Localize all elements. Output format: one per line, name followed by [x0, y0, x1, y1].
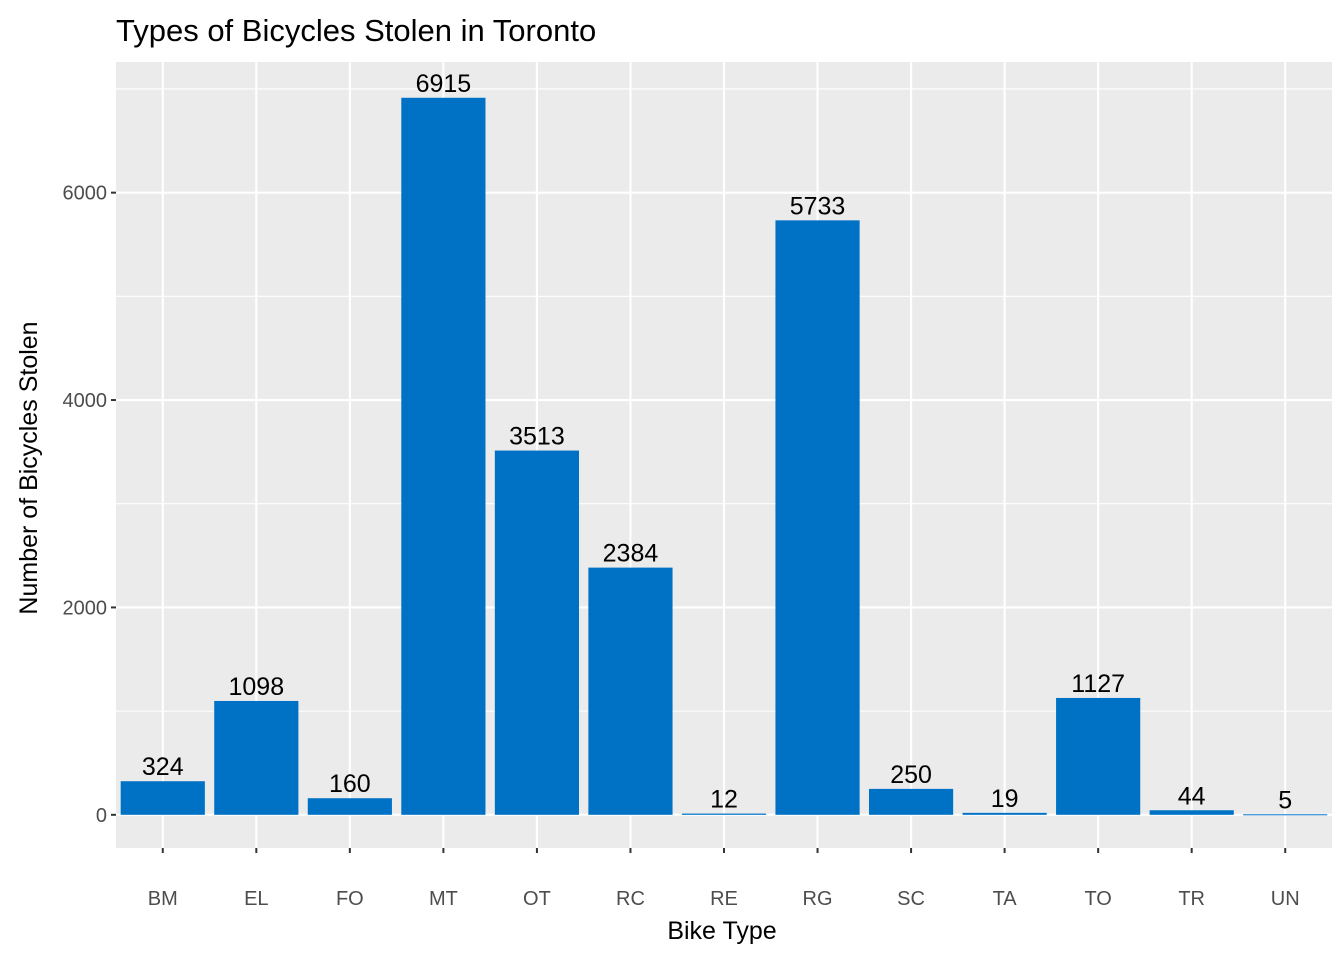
x-tick-label-sc: SC	[897, 888, 925, 910]
y-axis-title: Number of Bicycles Stolen	[15, 321, 43, 614]
x-axis: BM EL FO MT OT RC RE RG SC TA TO TR UN	[148, 848, 1300, 910]
x-tick-label-re: RE	[710, 888, 738, 910]
x-tick-label-un: UN	[1271, 888, 1300, 910]
data-label-rg: 5733	[790, 192, 846, 220]
data-label-to: 1127	[1071, 670, 1125, 698]
x-axis-title: Bike Type	[667, 917, 776, 945]
y-tick-label: 4000	[63, 390, 108, 412]
x-tick-label-rc: RC	[616, 888, 645, 910]
x-tick-label-to: TO	[1084, 888, 1111, 910]
bar-bm	[120, 781, 205, 815]
data-label-un: 5	[1278, 786, 1292, 814]
data-labels: 324 1098 160 6915 3513 2384 12 5733 250 19 1127 44 5	[142, 70, 1292, 815]
x-tick-label-ot: OT	[523, 888, 551, 910]
data-label-fo: 160	[329, 770, 371, 798]
y-tick-label: 2000	[63, 597, 108, 619]
data-label-sc: 250	[890, 761, 932, 789]
x-tick-label-rg: RG	[803, 888, 833, 910]
y-tick-label: 0	[96, 805, 107, 827]
data-label-ta: 19	[991, 785, 1019, 813]
data-label-el: 1098	[228, 673, 284, 701]
bars	[120, 97, 1328, 816]
bar-ot	[494, 450, 580, 815]
bar-to	[1056, 697, 1141, 815]
chart-title: Types of Bicycles Stolen in Toronto	[116, 13, 596, 48]
x-tick-label-mt: MT	[429, 888, 458, 910]
bar-fo	[307, 798, 392, 815]
data-label-ot: 3513	[509, 423, 565, 451]
data-label-bm: 324	[142, 753, 184, 781]
bar-el	[214, 700, 299, 815]
data-label-re: 12	[710, 786, 738, 814]
bar-tr	[1149, 810, 1234, 815]
data-label-rc: 2384	[603, 540, 659, 568]
y-tick-label: 6000	[63, 183, 108, 205]
x-tick-label-el: EL	[244, 888, 268, 910]
x-tick-label-bm: BM	[148, 888, 178, 910]
x-tick-label-fo: FO	[336, 888, 364, 910]
y-axis: 0 2000 4000 6000	[63, 183, 116, 827]
data-label-mt: 6915	[416, 70, 472, 98]
bar-sc	[868, 788, 954, 815]
data-label-tr: 44	[1178, 782, 1206, 810]
bar-un	[1243, 814, 1328, 816]
bar-re	[681, 813, 767, 815]
bar-rg	[775, 220, 860, 815]
bar-ta	[962, 812, 1047, 815]
bar-mt	[401, 97, 486, 815]
bar-rc	[588, 567, 673, 815]
x-tick-label-ta: TA	[993, 888, 1018, 910]
x-tick-label-tr: TR	[1178, 888, 1205, 910]
